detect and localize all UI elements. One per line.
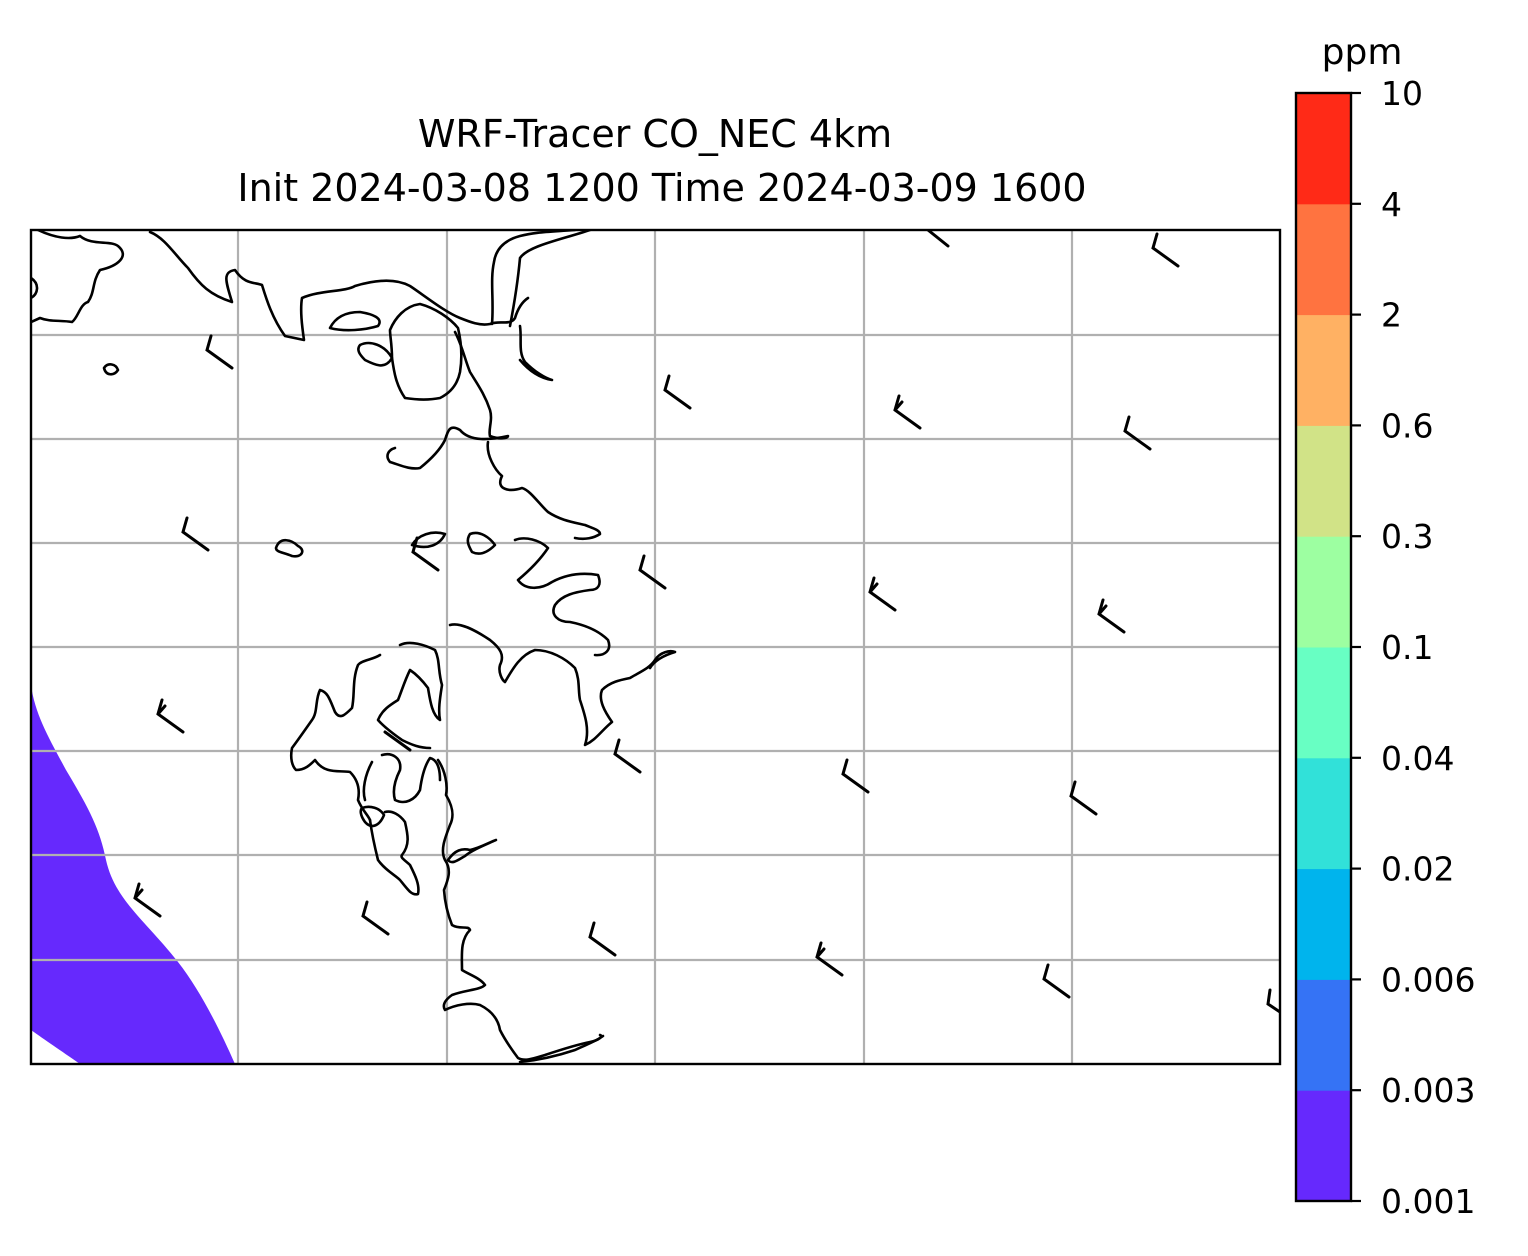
colorbar-unit-label: ppm (1322, 32, 1403, 73)
coastline-bay-mouth (453, 330, 493, 438)
colorbar-tick-label: 10 (1381, 74, 1423, 113)
colorbar-swatch (1296, 425, 1351, 537)
colorbar-swatches (1296, 93, 1351, 1202)
wind-barb (361, 900, 390, 936)
colorbar-tick-label: 0.02 (1381, 850, 1454, 889)
tracer-fill-region (31, 685, 235, 1064)
wind-barb (133, 882, 162, 918)
wind-barb (663, 374, 692, 410)
coastline-western-shore (376, 641, 444, 750)
wind-barb (1042, 963, 1071, 999)
coastline-inlet-2 (362, 760, 374, 802)
colorbar-tick-label: 0.006 (1381, 960, 1475, 999)
wind-barb (815, 941, 844, 977)
colorbar-swatch (1296, 1090, 1351, 1202)
colorbar-tick-label: 0.3 (1381, 517, 1433, 556)
coastline-bay-mid (386, 426, 510, 470)
map-title-line-1: WRF-Tracer CO_NEC 4km (418, 112, 892, 156)
coastline-northwest (31, 230, 125, 324)
wind-barbs (133, 230, 1280, 1014)
wind-barb (1123, 415, 1152, 451)
island-sound (328, 310, 381, 332)
map-panel (29, 228, 1282, 1066)
wind-barb (383, 730, 412, 752)
coastline-peninsula (518, 324, 554, 382)
colorbar-tick-label: 0.003 (1381, 1071, 1475, 1110)
colorbar-swatch (1296, 314, 1351, 426)
colorbar-swatch (1296, 203, 1351, 316)
coastline-inlet-1 (380, 752, 442, 804)
wind-barb (1069, 780, 1098, 816)
coastline-midbay-3 (513, 537, 611, 657)
colorbar-tick-label: 0.6 (1381, 406, 1433, 445)
coastline-bay-east (490, 230, 577, 326)
wind-barb (613, 738, 642, 774)
wind-barb (926, 230, 950, 248)
wind-barb (841, 758, 870, 794)
coastline-east-shore (448, 623, 677, 747)
coastline-midbay-islands (410, 531, 447, 549)
map-title-line-2: Init 2024-03-08 1200 Time 2024-03-09 160… (237, 166, 1086, 210)
coastline-chesapeake-islands (359, 805, 386, 828)
colorbar-tick-label: 0.1 (1381, 628, 1433, 667)
colorbar-swatch (1296, 536, 1351, 648)
coastlines (31, 230, 677, 1064)
colorbar-swatch (1296, 757, 1351, 870)
wind-barb (411, 536, 440, 572)
coastline-bay-east-2 (508, 230, 592, 328)
colorbar: ppm 0.001 0.003 0.006 0.02 0.04 0.1 0.3 0.6 2 4 10 (1294, 32, 1475, 1221)
wind-barb (1097, 598, 1126, 634)
wind-barb (1266, 988, 1280, 1014)
wind-barb (1151, 232, 1180, 268)
island-mid-west (274, 538, 304, 558)
coastline-chesapeake-mid (446, 838, 498, 864)
coastline-inner-north-2 (357, 341, 394, 367)
coastline-chesapeake-east (436, 758, 603, 1061)
colorbar-swatch (1296, 647, 1351, 759)
colorbar-ticks: 0.001 0.003 0.006 0.02 0.04 0.1 0.3 0.6 2 4 10 (1351, 74, 1475, 1221)
coastline-midbay-2 (466, 531, 497, 555)
colorbar-tick-label: 0.001 (1381, 1182, 1475, 1221)
coastline-chesapeake-west (368, 810, 420, 896)
wind-barb (893, 394, 922, 430)
coastline-delmarva-tip (518, 1034, 605, 1064)
coastline-western-shore-2 (289, 653, 382, 822)
colorbar-swatch (1296, 868, 1351, 980)
colorbar-tick-label: 2 (1381, 296, 1402, 335)
colorbar-swatch (1296, 979, 1351, 1091)
coastline-north-mainland (148, 230, 530, 342)
coastline-bay-south (486, 440, 602, 541)
map-frame (29, 228, 1282, 1066)
colorbar-swatch (1296, 93, 1351, 205)
wind-barb (588, 921, 617, 957)
wind-barb (156, 698, 185, 734)
colorbar-tick-label: 4 (1381, 185, 1402, 224)
island-small-west (102, 363, 120, 376)
wind-barb (868, 576, 897, 612)
wind-barb (205, 334, 234, 370)
coastline-inner-north (388, 302, 463, 401)
colorbar-tick-label: 0.04 (1381, 739, 1454, 778)
wind-barb (181, 516, 210, 552)
wind-barb (638, 554, 667, 590)
coastline-northwest-2 (31, 276, 39, 300)
map-gridlines (31, 230, 1280, 1064)
